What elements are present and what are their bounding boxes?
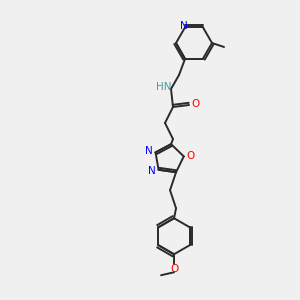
Text: O: O <box>170 264 178 274</box>
Text: HN: HN <box>156 82 172 92</box>
Text: N: N <box>148 166 155 176</box>
Text: N: N <box>145 146 152 156</box>
Text: N: N <box>180 21 188 32</box>
Text: O: O <box>191 99 199 109</box>
Text: O: O <box>187 152 195 161</box>
